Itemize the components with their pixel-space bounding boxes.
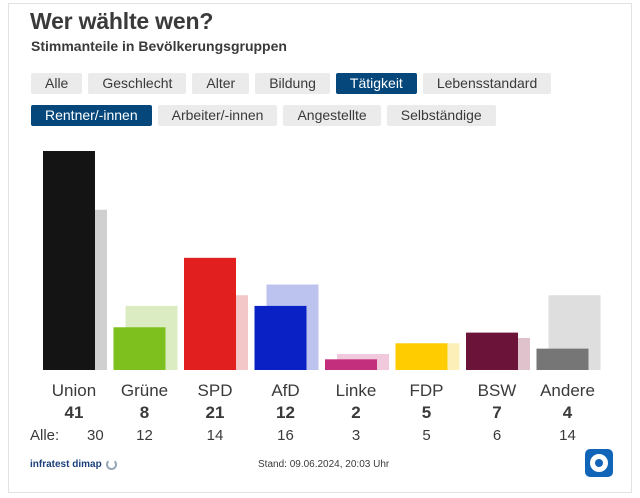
value-label-bsw: 7 bbox=[492, 403, 501, 422]
tab-arbeiter[interactable]: Arbeiter/-innen bbox=[157, 105, 278, 126]
bar-rentner-andere bbox=[536, 348, 589, 370]
compare-value-bsw: 6 bbox=[493, 427, 501, 444]
chart-frame bbox=[8, 3, 632, 493]
page-title: Wer wählte wen? bbox=[30, 8, 214, 34]
compare-value-spd: 14 bbox=[207, 427, 224, 444]
infratest-dimap-logo: infratest dimap bbox=[30, 459, 117, 470]
tab-taetigkeit[interactable]: Tätigkeit bbox=[335, 73, 417, 94]
tab-selbstaendige[interactable]: Selbständige bbox=[386, 105, 496, 126]
source-label: infratest dimap bbox=[30, 459, 102, 470]
category-label-bsw: BSW bbox=[478, 381, 517, 400]
tab-geschlecht[interactable]: Geschlecht bbox=[88, 73, 187, 94]
value-label-afd: 12 bbox=[276, 403, 295, 422]
bar-rentner-linke bbox=[325, 359, 377, 370]
value-label-grne: 8 bbox=[140, 403, 149, 422]
category-label-andere: Andere bbox=[540, 381, 595, 400]
bar-rentner-spd bbox=[184, 257, 236, 370]
bar-rentner-union bbox=[43, 151, 95, 370]
tab-lebensstandard[interactable]: Lebensstandard bbox=[422, 73, 552, 94]
compare-value-andere: 14 bbox=[559, 427, 576, 444]
value-label-fdp: 5 bbox=[422, 403, 431, 422]
compare-value-fdp: 5 bbox=[422, 427, 430, 444]
category-label-grne: Grüne bbox=[121, 381, 168, 400]
compare-value-linke: 3 bbox=[352, 427, 360, 444]
bar-rentner-afd bbox=[254, 305, 307, 370]
bar-rentner-grne bbox=[113, 327, 166, 370]
timestamp: Stand: 09.06.2024, 20:03 Uhr bbox=[258, 459, 390, 470]
tab-rentner[interactable]: Rentner/-innen bbox=[31, 105, 152, 126]
tab-alle[interactable]: Alle bbox=[31, 73, 83, 94]
compare-value-afd: 16 bbox=[277, 427, 294, 444]
category-label-linke: Linke bbox=[336, 381, 377, 400]
category-label-afd: AfD bbox=[271, 381, 299, 400]
logo-ring-icon bbox=[105, 459, 117, 470]
category-label-union: Union bbox=[52, 381, 96, 400]
bar-rentner-bsw bbox=[466, 332, 518, 370]
tab-bildung[interactable]: Bildung bbox=[255, 73, 330, 94]
compare-label: Alle: bbox=[30, 427, 59, 444]
value-label-spd: 21 bbox=[206, 403, 225, 422]
value-label-andere: 4 bbox=[563, 403, 573, 422]
category-label-fdp: FDP bbox=[410, 381, 444, 400]
bar-rentner-fdp bbox=[395, 343, 448, 370]
category-tabs: Alle Geschlecht Alter Bildung Tätigkeit … bbox=[31, 73, 552, 94]
group-tabs: Rentner/-innen Arbeiter/-innen Angestell… bbox=[31, 105, 496, 126]
category-label-spd: SPD bbox=[198, 381, 233, 400]
page-subtitle: Stimmanteile in Bevölkerungsgruppen bbox=[31, 38, 287, 54]
value-label-union: 41 bbox=[65, 403, 84, 422]
tab-angestellte[interactable]: Angestellte bbox=[283, 105, 381, 126]
compare-value-grne: 12 bbox=[136, 427, 153, 444]
tab-alter[interactable]: Alter bbox=[192, 73, 250, 94]
value-label-linke: 2 bbox=[351, 403, 360, 422]
ard-logo-icon[interactable] bbox=[585, 449, 613, 477]
compare-value-union: 30 bbox=[87, 427, 104, 444]
